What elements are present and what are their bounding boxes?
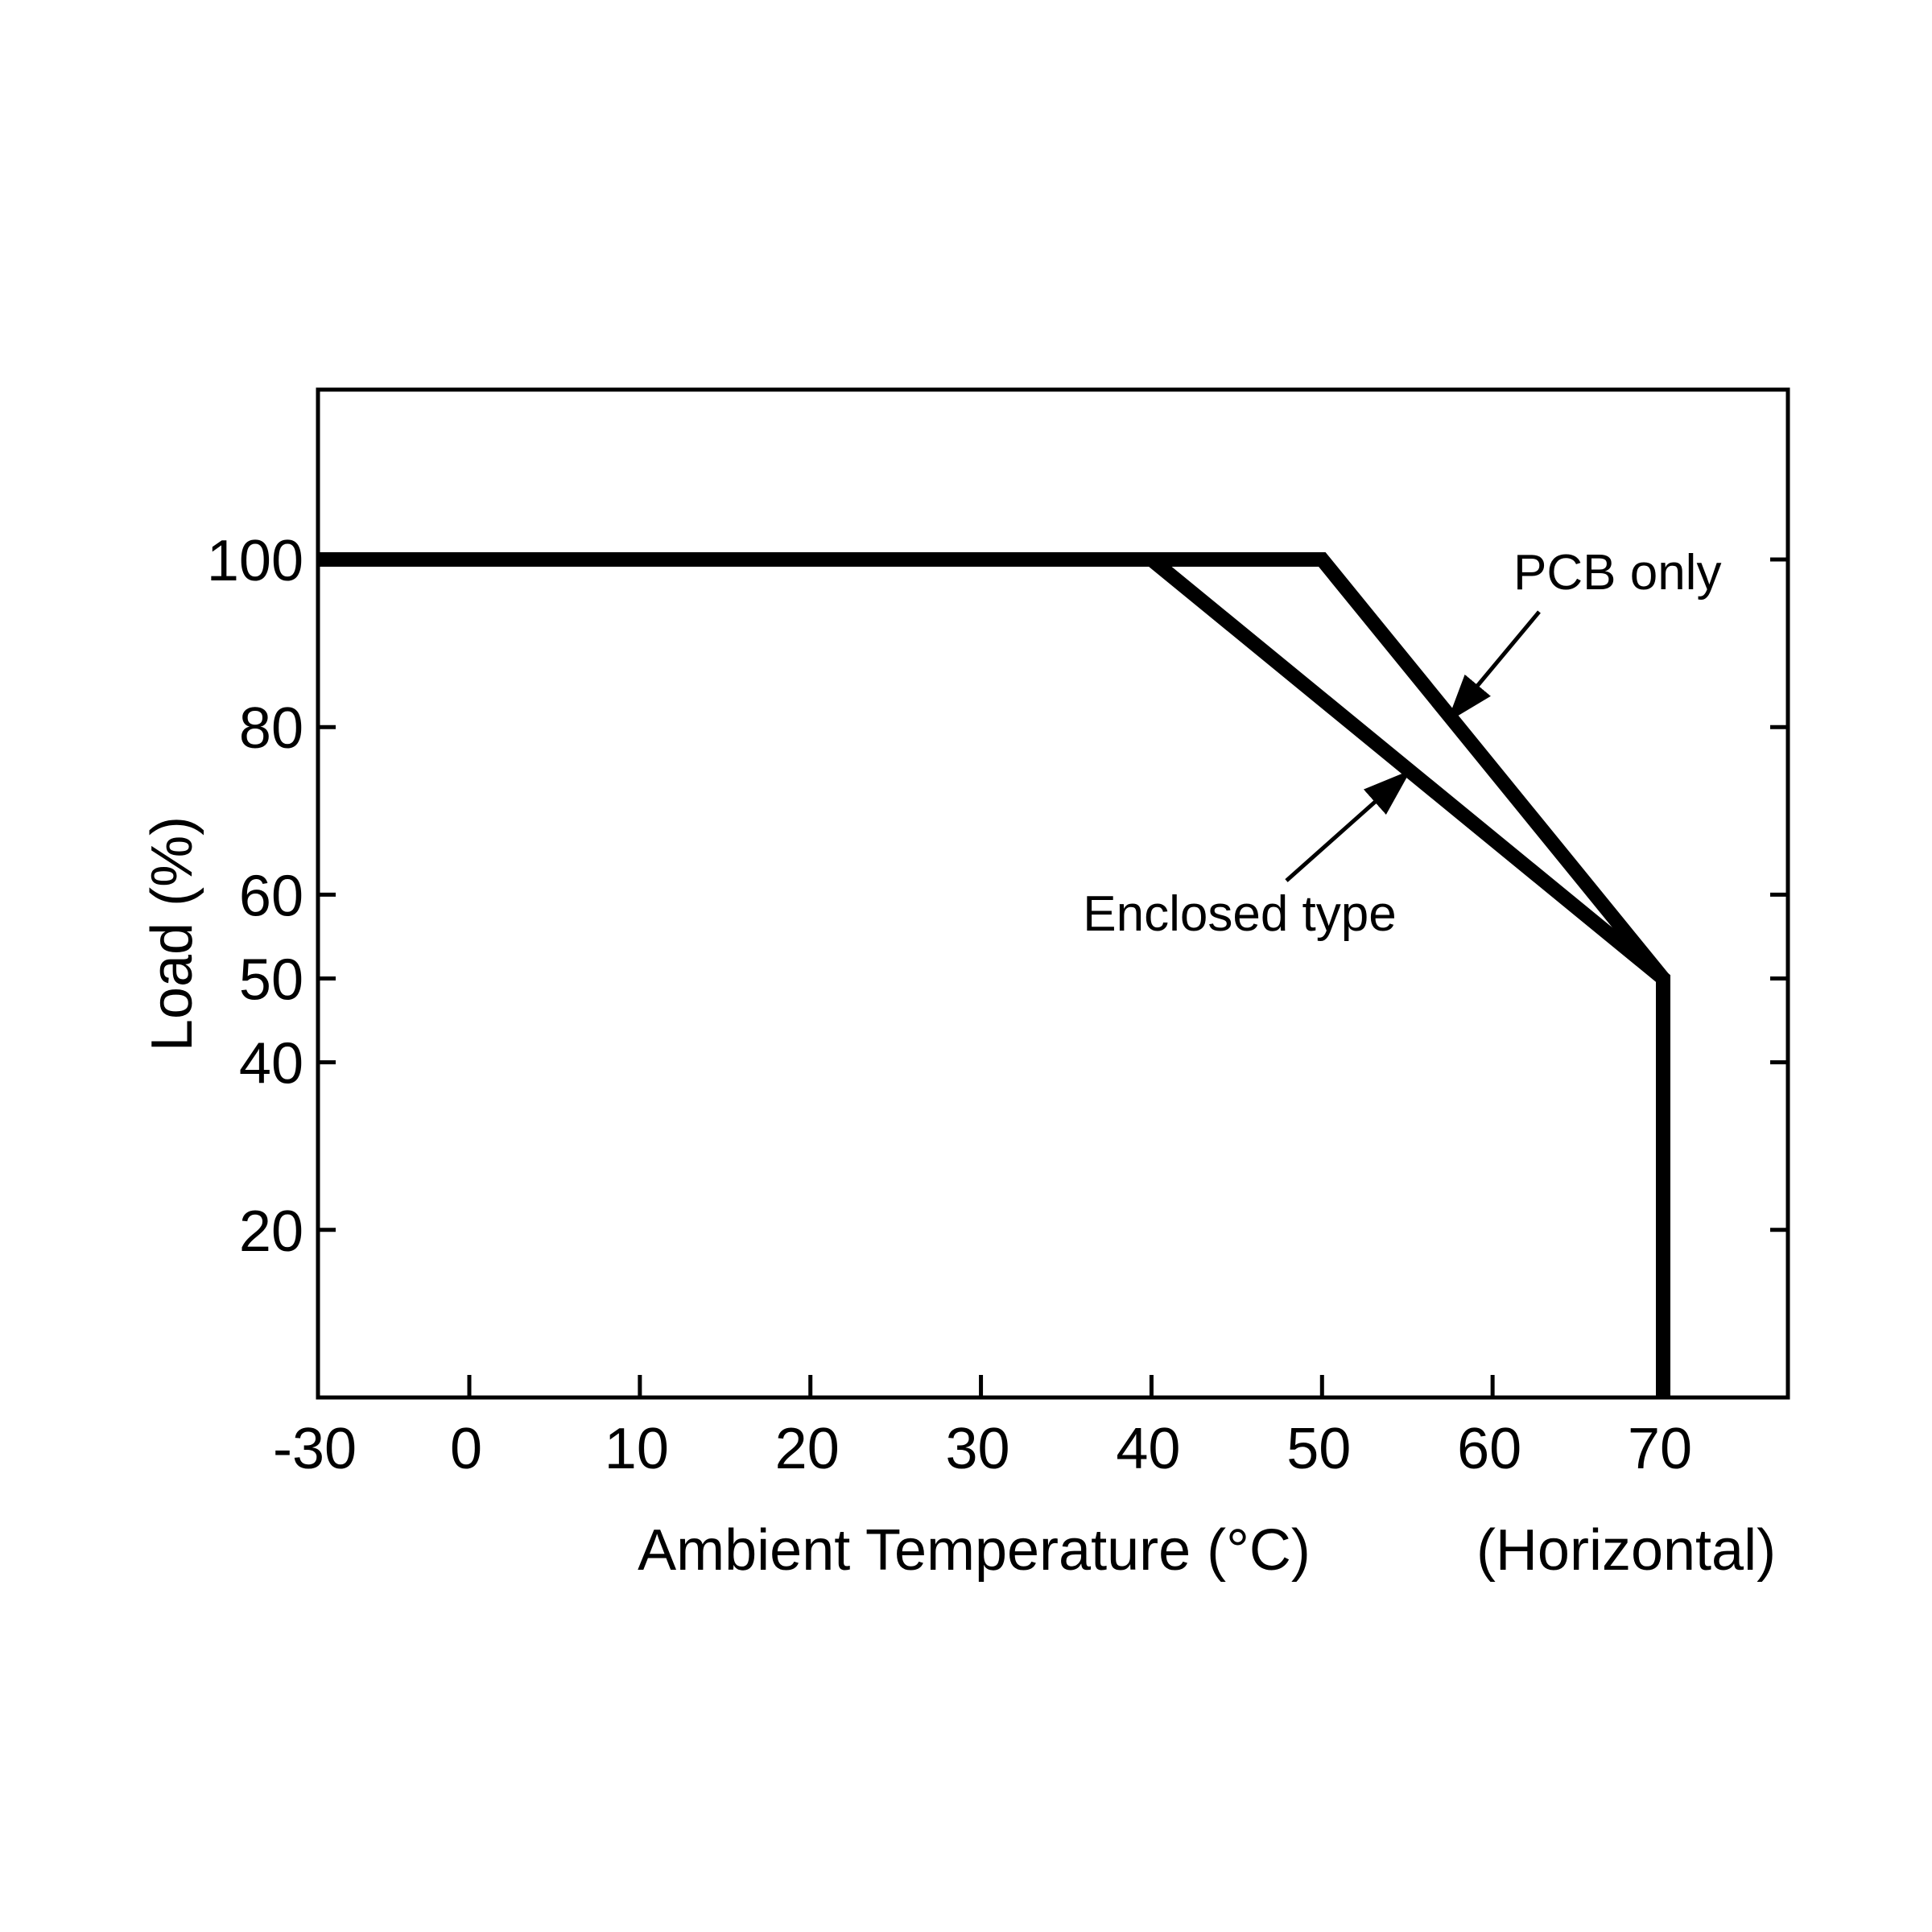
x-axis-label: Ambient Temperature (°C)	[638, 1518, 1311, 1583]
y-axis-ticks: 20 40 50 60 80 100	[207, 529, 1788, 1264]
annotation-arrow-0	[1447, 610, 1541, 723]
x-tick-label-50: 50	[1286, 1417, 1351, 1481]
y-tick-label-40: 40	[239, 1032, 303, 1096]
y-tick-label-80: 80	[239, 696, 303, 761]
series-lines	[318, 552, 1670, 1397]
x-tick-label-10: 10	[605, 1417, 669, 1481]
x-tick-label-40: 40	[1116, 1417, 1180, 1481]
annotation-label-1: Enclosed type	[1083, 886, 1396, 942]
series-line-0	[318, 552, 1670, 1397]
x-axis-ticks: -30 0 10 20 30 40 50 60 70	[273, 1375, 1692, 1481]
series-line-1	[318, 552, 1670, 1397]
annotation-label-0: PCB only	[1513, 545, 1721, 601]
x-tick-label-30: 30	[946, 1417, 1010, 1481]
x-tick-label-70: 70	[1628, 1417, 1692, 1481]
y-tick-label-60: 60	[239, 864, 303, 928]
y-tick-label-100: 100	[207, 529, 303, 593]
x-tick-label--30: -30	[273, 1417, 357, 1481]
x-axis-label-note: (Horizontal)	[1476, 1518, 1776, 1583]
x-tick-label-20: 20	[775, 1417, 840, 1481]
y-axis-label: Load (%)	[140, 816, 204, 1051]
annotations: PCB only Enclosed type	[1083, 545, 1721, 942]
y-tick-label-50: 50	[239, 948, 303, 1013]
x-tick-label-60: 60	[1457, 1417, 1521, 1481]
x-tick-label-0: 0	[450, 1417, 482, 1481]
annotation-arrow-1	[1285, 770, 1411, 882]
y-tick-label-20: 20	[239, 1199, 303, 1264]
